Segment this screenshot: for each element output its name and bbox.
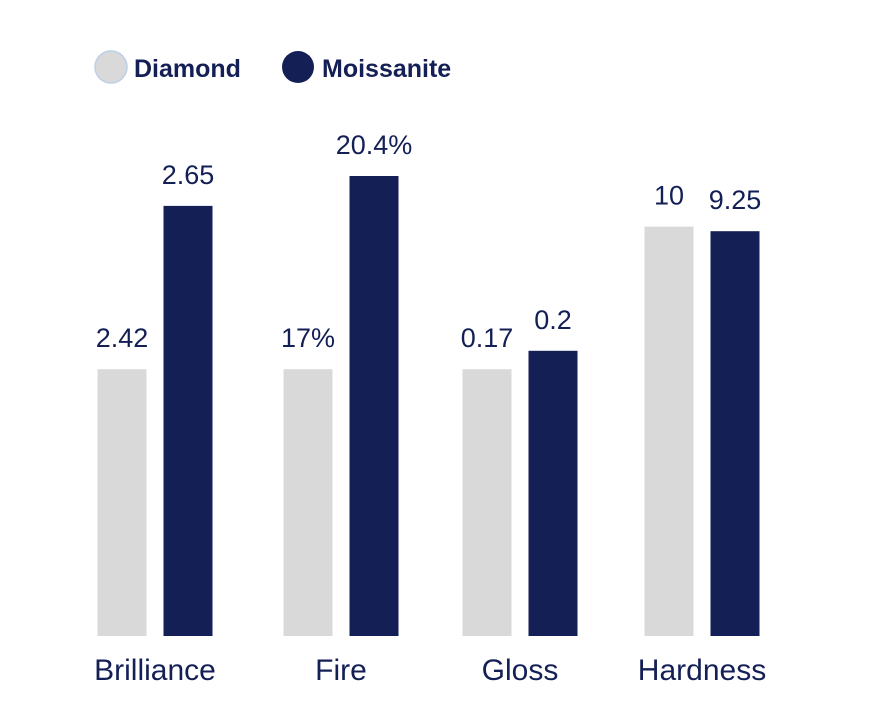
value-label-moissanite-gloss: 0.2 — [534, 305, 572, 335]
value-label-moissanite-hardness: 9.25 — [709, 185, 762, 215]
value-label-moissanite-brilliance: 2.65 — [162, 160, 215, 190]
bar-moissanite-hardness — [710, 231, 760, 636]
category-label-gloss: Gloss — [482, 654, 559, 687]
legend-swatch-moissanite — [282, 51, 314, 83]
bar-diamond-hardness — [644, 226, 694, 636]
value-label-diamond-fire: 17% — [281, 323, 335, 353]
bar-moissanite-fire — [349, 176, 399, 636]
value-label-diamond-hardness: 10 — [654, 181, 684, 211]
bar-moissanite-gloss — [528, 350, 578, 636]
bar-diamond-fire — [283, 369, 333, 636]
category-labels-group: Brilliance Fire Gloss Hardness — [94, 654, 766, 687]
value-label-diamond-brilliance: 2.42 — [96, 323, 149, 353]
bars-group — [97, 176, 760, 636]
legend-label-moissanite: Moissanite — [322, 55, 451, 83]
value-label-diamond-gloss: 0.17 — [461, 323, 514, 353]
value-labels-group: 2.42 2.65 17% 20.4% 0.17 0.2 10 9.25 — [96, 130, 762, 353]
category-label-fire: Fire — [315, 654, 367, 687]
legend-label-diamond: Diamond — [134, 55, 241, 83]
bar-diamond-brilliance — [97, 369, 147, 636]
bar-moissanite-brilliance — [163, 205, 213, 636]
legend-swatch-diamond — [94, 50, 128, 84]
category-label-brilliance: Brilliance — [94, 654, 216, 687]
bar-diamond-gloss — [462, 369, 512, 636]
legend: Diamond Moissanite — [94, 50, 451, 84]
value-label-moissanite-fire: 20.4% — [336, 130, 413, 160]
category-label-hardness: Hardness — [638, 654, 766, 687]
